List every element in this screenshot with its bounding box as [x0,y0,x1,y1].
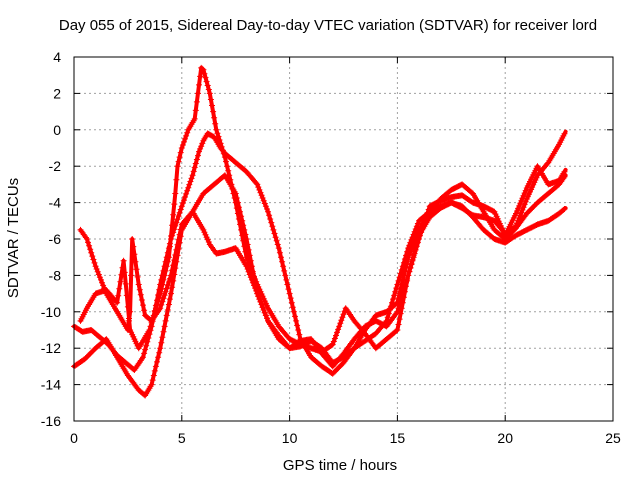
chart-title: Day 055 of 2015, Sidereal Day-to-day VTE… [59,17,597,34]
y-tick-label: -14 [41,377,61,393]
y-tick-label: -8 [49,267,62,283]
y-tick-label: -16 [41,413,61,429]
x-tick-label: 10 [282,430,298,446]
y-tick-label: 0 [53,122,61,138]
y-tick-label: -12 [41,340,61,356]
series-track-4 [77,64,568,355]
y-tick-label: -10 [41,304,61,320]
series-plus-markers [77,64,568,355]
x-axis-label: GPS time / hours [283,457,397,474]
y-tick-label: 4 [53,49,61,65]
ticks [73,56,614,422]
tick-labels: 0 5 10 15 20 25 -16 -14 -12 -10 -8 -6 -4 -2 0 2 4 [41,49,621,446]
y-axis-label: SDTVAR / TECUs [5,178,22,298]
y-tick-label: 2 [53,85,61,101]
x-tick-label: 25 [605,430,621,446]
x-tick-label: 15 [390,430,406,446]
x-tick-label: 5 [178,430,186,446]
y-tick-label: -4 [49,195,62,211]
y-tick-label: -6 [49,231,62,247]
x-tick-label: 0 [70,430,78,446]
series-layer [71,64,568,399]
y-tick-label: -2 [49,158,62,174]
x-tick-label: 20 [497,430,513,446]
